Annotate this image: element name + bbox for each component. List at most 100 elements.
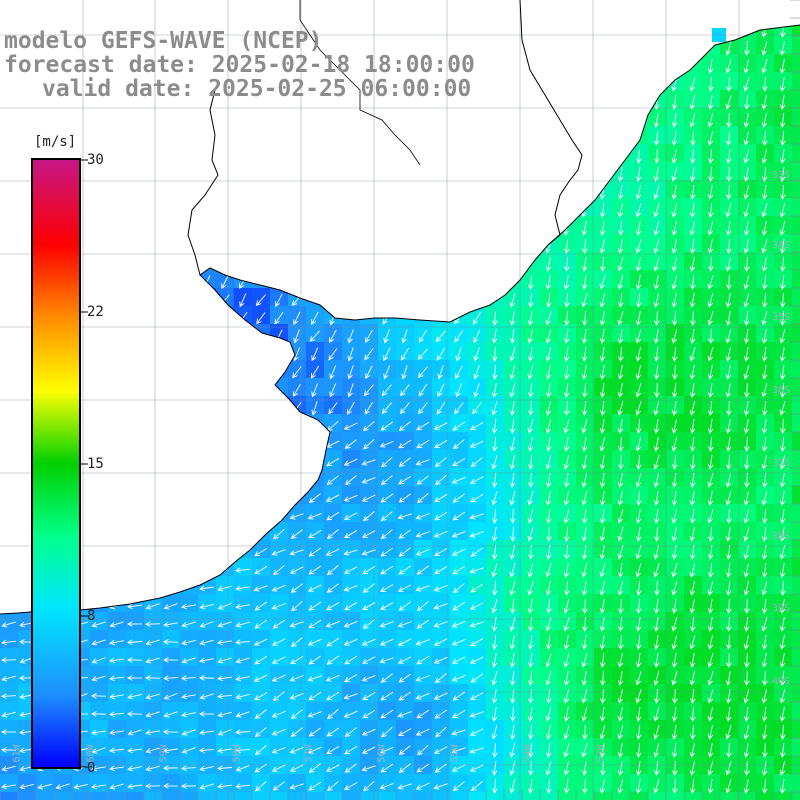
wind-arrow — [454, 402, 464, 415]
wind-arrow — [309, 330, 321, 342]
lat-label: 37S — [772, 458, 791, 469]
wind-arrow — [725, 238, 732, 254]
wind-arrow — [199, 657, 214, 664]
wind-arrow — [744, 256, 750, 272]
wind-arrow — [779, 167, 786, 182]
wind-arrow — [636, 490, 642, 506]
wind-arrow — [725, 41, 732, 56]
wind-arrow — [491, 617, 498, 632]
wind-arrow — [707, 545, 714, 560]
wind-arrow — [289, 764, 304, 772]
wind-arrow — [707, 617, 714, 632]
wind-arrow — [509, 670, 516, 686]
wind-arrow — [452, 710, 466, 718]
wind-arrow — [599, 400, 606, 416]
wind-arrow — [235, 639, 251, 645]
wind-arrow — [398, 547, 411, 557]
wind-arrow — [671, 293, 678, 308]
wind-arrow — [761, 455, 768, 470]
wind-arrow — [415, 639, 430, 646]
wind-arrow — [509, 473, 516, 488]
wind-arrow — [472, 311, 482, 325]
wind-arrow — [707, 743, 714, 758]
wind-arrow — [436, 401, 446, 415]
wind-arrow — [329, 365, 336, 380]
wind-arrow — [581, 419, 588, 434]
wind-arrow — [545, 491, 552, 506]
wind-arrow — [398, 475, 412, 485]
wind-arrow — [527, 274, 534, 290]
wind-arrow — [671, 437, 678, 452]
wind-arrow — [509, 725, 516, 740]
wind-arrow — [1, 783, 16, 790]
wind-arrow — [527, 527, 534, 542]
wind-arrow — [254, 565, 268, 575]
wind-arrow — [253, 638, 268, 646]
wind-arrow — [653, 275, 660, 290]
wind-arrow — [311, 401, 318, 416]
wind-arrow — [599, 581, 606, 596]
wind-arrow — [415, 531, 430, 538]
wind-arrow — [509, 761, 516, 776]
wind-arrow — [761, 419, 768, 434]
wind-arrow — [671, 149, 678, 164]
wind-arrow — [451, 476, 466, 484]
wind-arrow — [779, 509, 786, 524]
wind-arrow — [653, 364, 660, 380]
wind-arrow — [527, 707, 534, 722]
wind-arrow — [617, 491, 624, 506]
wind-arrow — [217, 747, 232, 754]
wind-arrow — [417, 348, 429, 360]
wind-arrow — [527, 652, 534, 668]
wind-arrow — [1, 729, 17, 735]
wind-arrow — [545, 509, 552, 524]
wind-arrow — [672, 364, 678, 380]
wind-arrow — [343, 566, 358, 574]
wind-arrow — [361, 675, 376, 682]
wind-arrow — [363, 384, 374, 397]
wind-arrow — [469, 621, 484, 628]
wind-arrow — [581, 635, 588, 650]
wind-arrow — [343, 422, 358, 430]
wind-arrow — [761, 634, 768, 650]
wind-arrow — [344, 782, 358, 790]
wind-arrow — [761, 706, 768, 722]
wind-arrow — [417, 366, 428, 379]
wind-arrow — [400, 347, 410, 361]
wind-arrow — [743, 616, 750, 632]
wind-arrow — [617, 383, 624, 398]
wind-arrow — [707, 473, 714, 488]
wind-arrow — [581, 437, 588, 452]
wind-arrow — [509, 418, 516, 434]
wind-arrow — [253, 674, 268, 682]
wind-arrow — [365, 329, 373, 343]
wind-arrow — [127, 783, 142, 790]
wind-arrow — [654, 310, 660, 326]
wind-arrow — [671, 707, 678, 722]
wind-arrow — [617, 527, 624, 542]
wind-arrow — [780, 184, 786, 200]
wind-arrow — [325, 764, 340, 772]
wind-arrow — [271, 603, 286, 610]
wind-arrow — [689, 545, 696, 560]
wind-arrow — [617, 725, 624, 740]
wind-arrow — [743, 419, 750, 434]
wind-arrow — [73, 783, 88, 790]
wind-arrow — [545, 725, 552, 740]
wind-arrow — [581, 293, 588, 308]
wind-arrow — [617, 509, 624, 524]
wind-arrow — [491, 580, 498, 596]
wind-arrow — [707, 599, 714, 614]
wind-arrow — [235, 621, 250, 628]
wind-arrow — [473, 365, 480, 380]
wind-arrow — [491, 455, 498, 470]
wind-arrow — [127, 711, 143, 717]
wind-arrow — [689, 419, 696, 434]
wind-arrow — [163, 692, 178, 700]
wind-arrow — [744, 652, 750, 668]
wind-arrow — [761, 329, 768, 344]
wind-arrow — [545, 761, 552, 776]
lon-label: 61W — [11, 744, 23, 763]
wind-arrow — [671, 310, 678, 326]
wind-arrow — [470, 673, 483, 683]
